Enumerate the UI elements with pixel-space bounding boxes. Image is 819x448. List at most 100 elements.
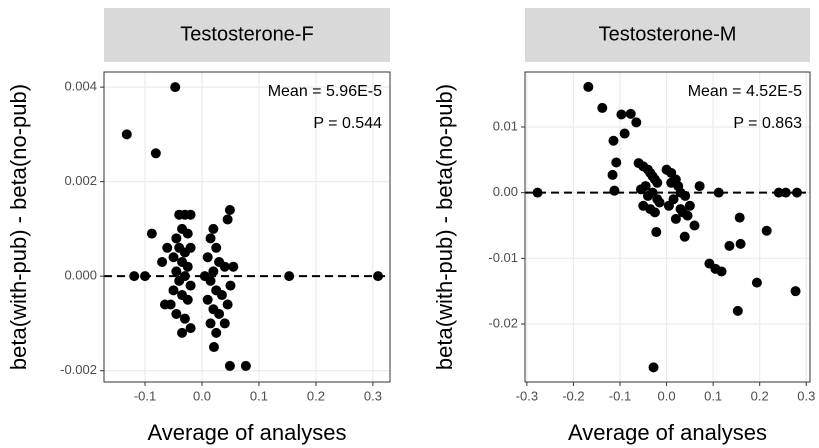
point	[211, 242, 222, 253]
x-tick-label: 0.0	[193, 388, 211, 403]
point	[734, 212, 745, 223]
point	[790, 286, 801, 297]
annotation: P = 0.863	[733, 115, 802, 132]
strip	[104, 8, 390, 62]
plot-background	[104, 72, 390, 382]
point	[635, 184, 646, 195]
point	[150, 148, 161, 159]
y-tick-label: 0.002	[64, 173, 97, 188]
x-tick-label: 0.1	[250, 388, 268, 403]
point	[159, 299, 170, 310]
point	[185, 242, 196, 253]
point	[583, 81, 594, 92]
annotation: Mean = 5.96E-5	[268, 83, 382, 100]
point	[651, 227, 662, 238]
point	[219, 261, 230, 272]
point	[222, 299, 233, 310]
point	[171, 233, 182, 244]
point	[631, 117, 642, 128]
point	[170, 82, 181, 93]
x-axis-title: Average of analyses	[148, 420, 347, 445]
x-tick-label: 0.1	[704, 388, 722, 403]
point	[202, 294, 213, 305]
point	[609, 185, 620, 196]
x-tick-label: -0.2	[562, 388, 584, 403]
point	[185, 280, 196, 291]
point	[224, 204, 235, 215]
point	[146, 228, 157, 239]
y-tick-label: -0.002	[60, 362, 97, 377]
y-tick-label: -0.01	[488, 250, 518, 265]
point	[228, 261, 239, 272]
point	[607, 169, 618, 180]
annotation: P = 0.544	[313, 115, 382, 132]
point	[751, 277, 762, 288]
point	[140, 271, 151, 282]
point	[168, 285, 179, 296]
strip-title: Testosterone-M	[599, 23, 737, 45]
y-tick-label: 0.01	[493, 118, 518, 133]
point	[208, 266, 219, 277]
point	[675, 204, 686, 215]
point	[616, 109, 627, 120]
x-tick-label: -0.3	[516, 388, 538, 403]
point	[216, 290, 227, 301]
point	[224, 360, 235, 371]
point	[208, 342, 219, 353]
y-tick-label: -0.02	[488, 315, 518, 330]
point	[532, 187, 543, 198]
point	[157, 256, 168, 267]
x-tick-label: 0.2	[751, 388, 769, 403]
point	[648, 362, 659, 373]
point	[284, 271, 295, 282]
point	[211, 327, 222, 338]
y-tick-label: 0.00	[493, 184, 518, 199]
point	[670, 213, 681, 224]
point	[185, 323, 196, 334]
panel-border	[103, 71, 391, 383]
strip-title: Testosterone-F	[180, 23, 313, 45]
point	[129, 271, 140, 282]
annotation: Mean = 4.52E-5	[688, 83, 802, 100]
point	[608, 135, 619, 146]
point	[185, 209, 196, 220]
point	[694, 181, 705, 192]
point	[642, 190, 653, 201]
point	[177, 327, 188, 338]
point	[780, 187, 791, 198]
point	[791, 187, 802, 198]
point	[121, 129, 132, 140]
point	[171, 308, 182, 319]
point	[205, 233, 216, 244]
x-axis-title: Average of analyses	[568, 420, 767, 445]
x-tick-label: 0.2	[307, 388, 325, 403]
point	[214, 308, 225, 319]
point	[199, 271, 210, 282]
point	[680, 190, 691, 201]
point	[182, 294, 193, 305]
panel-border	[524, 71, 811, 383]
point	[663, 200, 674, 211]
point	[652, 177, 663, 188]
point	[168, 252, 179, 263]
point	[208, 223, 219, 234]
y-tick-label: 0.004	[64, 79, 97, 94]
point	[373, 271, 384, 282]
point	[611, 157, 622, 168]
point	[222, 214, 233, 225]
point	[240, 360, 251, 371]
point	[666, 177, 677, 188]
point	[597, 102, 608, 113]
point	[682, 210, 693, 221]
point	[162, 242, 173, 253]
point	[205, 318, 216, 329]
x-tick-label: 0.0	[658, 388, 676, 403]
point	[619, 128, 630, 139]
y-axis-title: beta(with-pub) - beta(no-pub)	[432, 84, 457, 370]
point	[654, 197, 665, 208]
x-tick-label: 0.3	[797, 388, 815, 403]
point	[182, 261, 193, 272]
point	[773, 187, 784, 198]
y-axis-title: beta(with-pub) - beta(no-pub)	[6, 84, 31, 370]
point	[713, 187, 724, 198]
